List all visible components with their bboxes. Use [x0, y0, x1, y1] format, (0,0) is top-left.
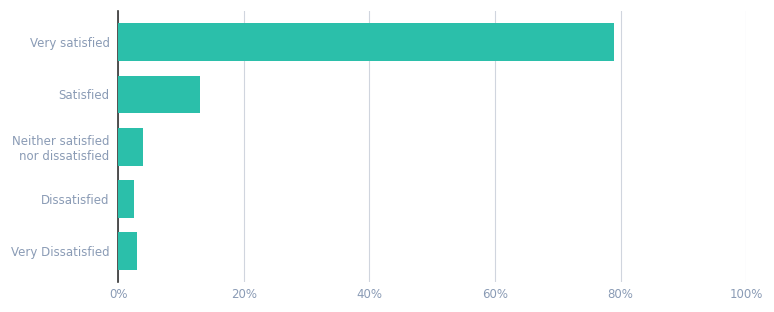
Bar [118, 232, 137, 270]
Bar [118, 180, 134, 218]
Bar [118, 23, 615, 61]
Bar [118, 128, 143, 166]
Bar [118, 76, 200, 113]
